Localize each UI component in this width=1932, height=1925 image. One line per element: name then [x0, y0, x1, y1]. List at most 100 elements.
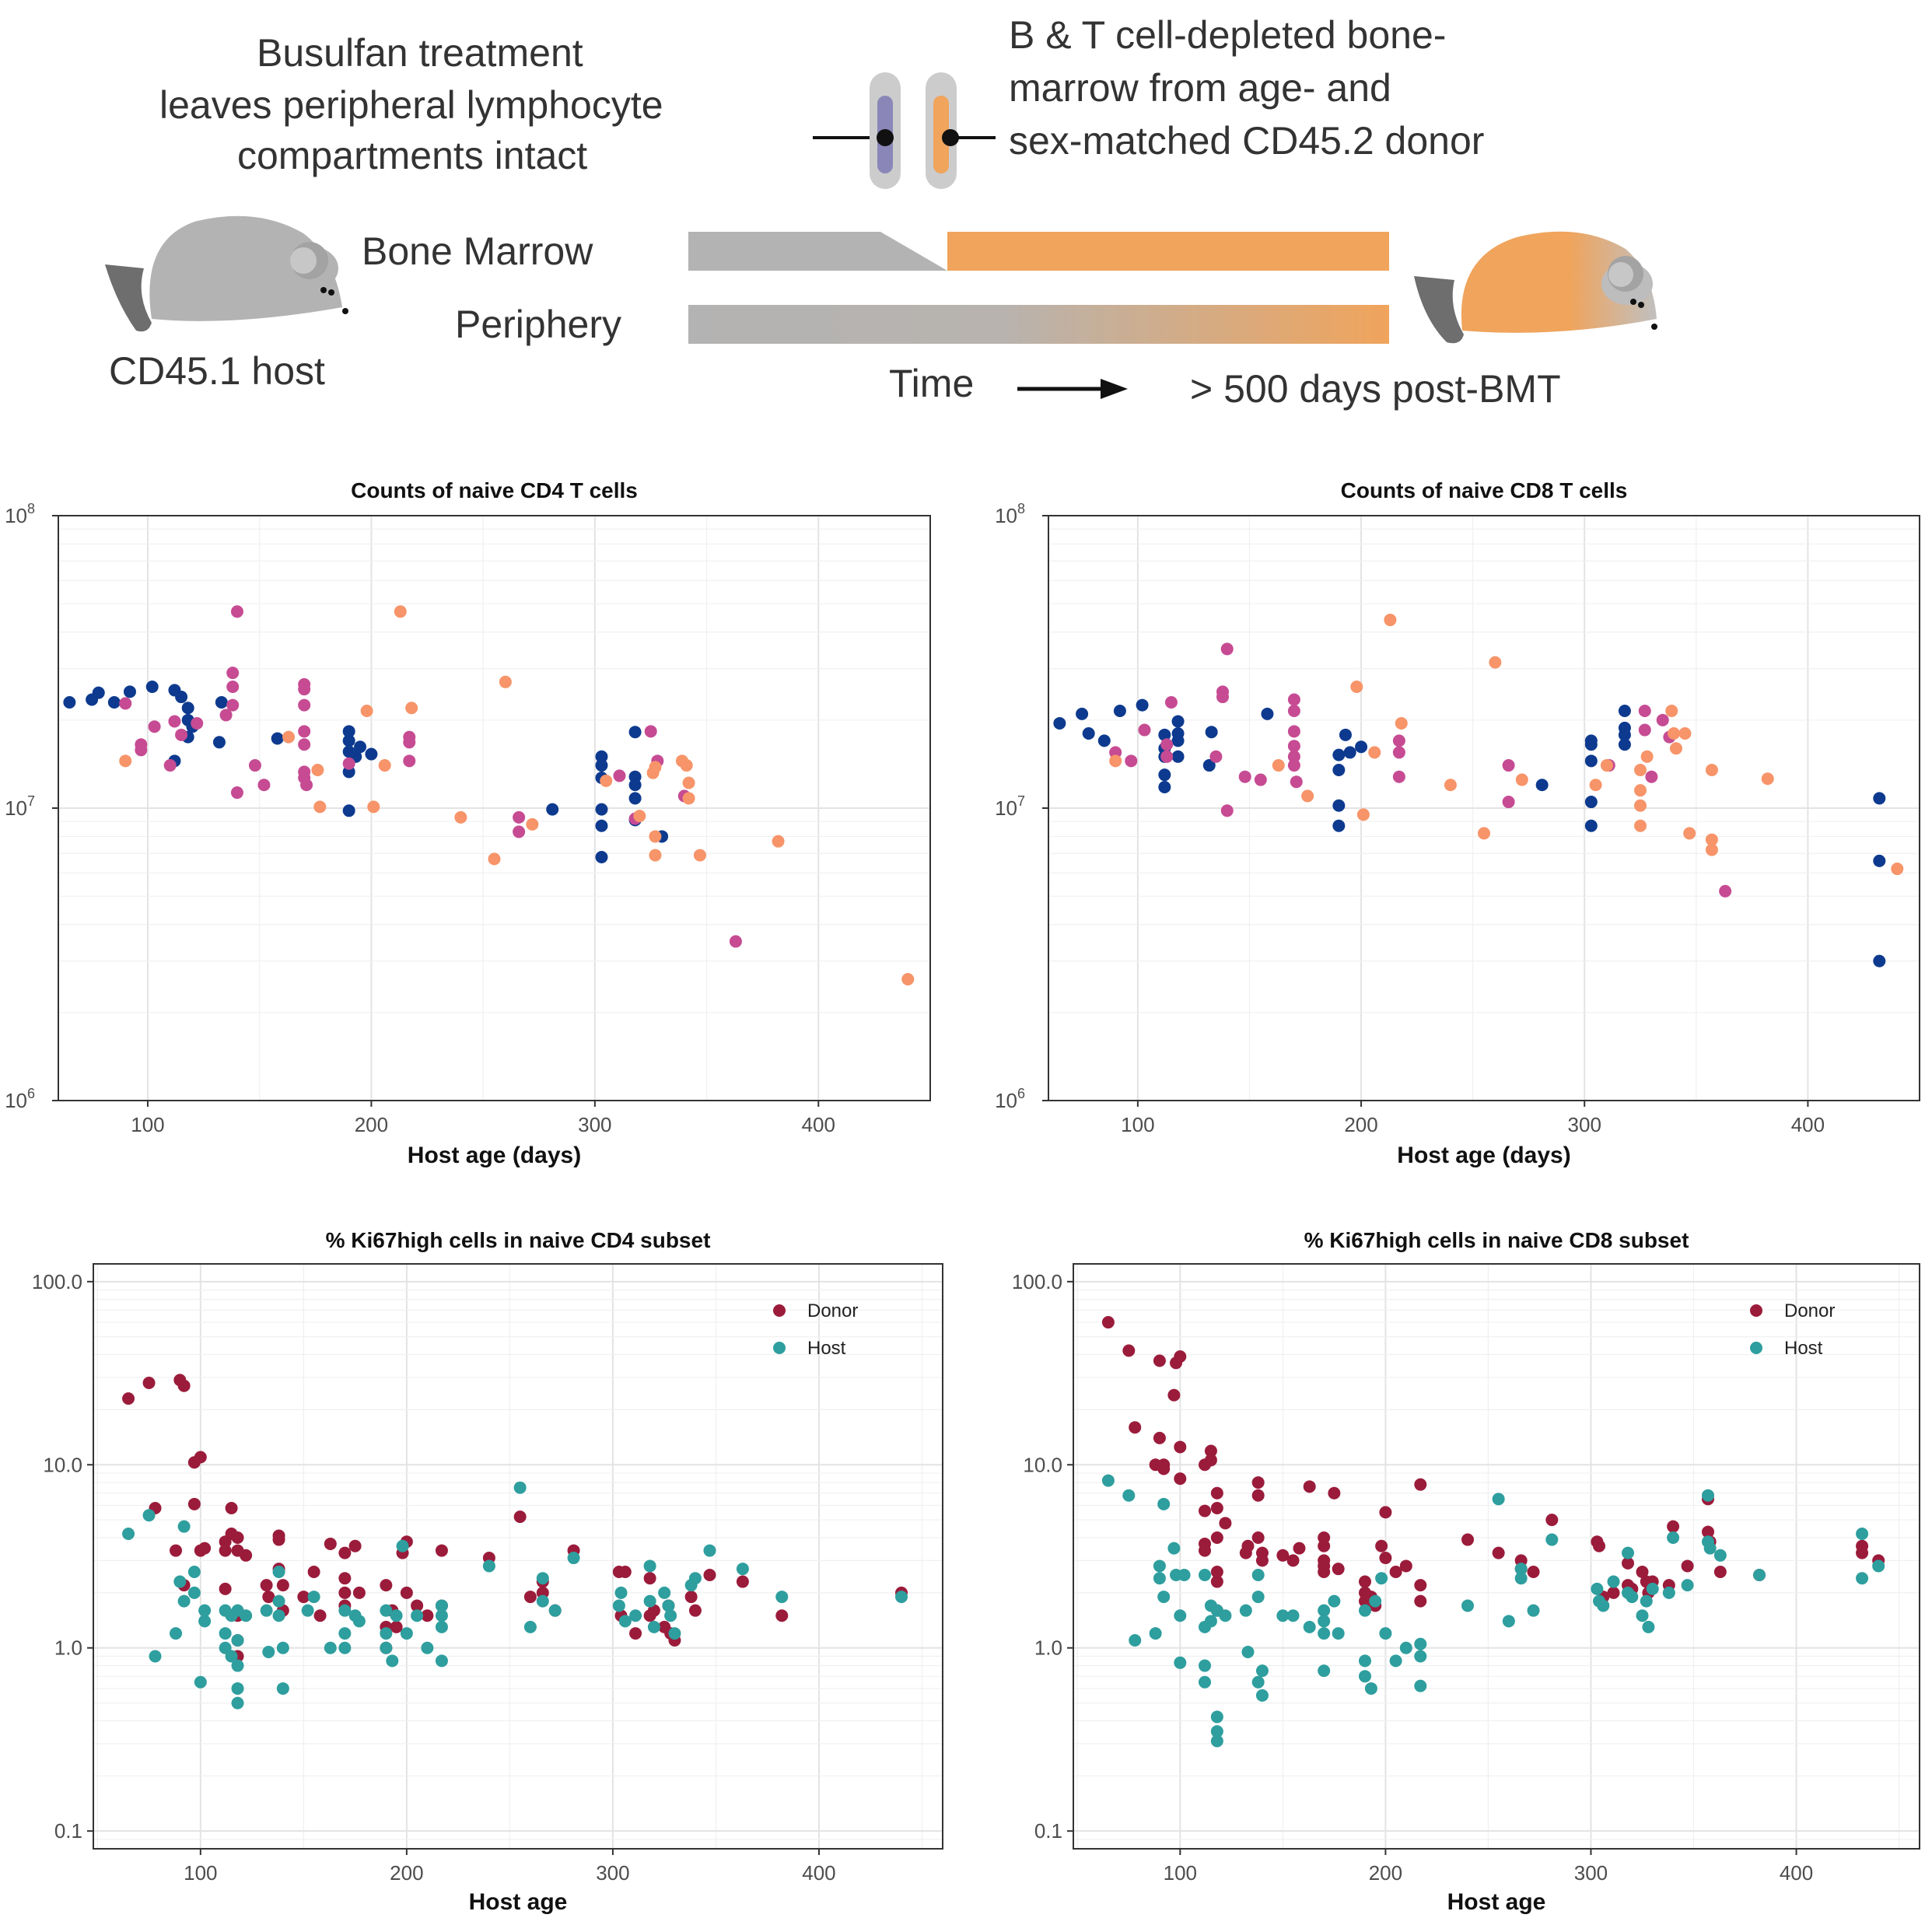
data-point — [1219, 1609, 1232, 1622]
data-point — [1358, 1575, 1371, 1588]
data-point — [1872, 1559, 1885, 1573]
y-tick-label: 0.1 — [1034, 1819, 1062, 1843]
data-point — [175, 728, 188, 741]
data-point — [1535, 779, 1549, 792]
data-point — [1368, 746, 1381, 759]
data-point — [1636, 1566, 1649, 1579]
data-point — [1597, 1599, 1610, 1612]
data-point — [170, 1544, 183, 1557]
data-point — [1492, 1493, 1505, 1506]
series-host — [122, 1481, 908, 1710]
y-tick-label: 107 — [995, 793, 1025, 820]
data-point — [1589, 779, 1602, 792]
x-tick-label: 300 — [1568, 1113, 1601, 1136]
data-point — [1389, 1566, 1402, 1579]
data-point — [163, 759, 177, 772]
data-point — [1204, 1454, 1217, 1467]
data-point — [1379, 1506, 1392, 1519]
data-point — [1160, 750, 1174, 763]
x-tick-label: 100 — [1121, 1113, 1154, 1136]
data-point — [177, 1520, 191, 1533]
data-point — [92, 686, 105, 699]
x-tick-label: 300 — [1574, 1861, 1608, 1885]
data-point — [499, 675, 512, 688]
data-point — [1199, 1569, 1212, 1582]
x-tick-label: 100 — [1164, 1861, 1197, 1885]
data-point — [338, 1641, 352, 1654]
x-axis-title: Host age (days) — [408, 1143, 581, 1168]
data-point — [1251, 1476, 1265, 1489]
data-point — [1303, 1480, 1316, 1493]
data-point — [1591, 1582, 1604, 1595]
data-point — [1318, 1604, 1331, 1617]
data-point — [1392, 746, 1405, 759]
data-point — [1287, 705, 1300, 718]
data-point — [612, 1599, 625, 1612]
data-point — [595, 819, 608, 832]
data-point — [400, 1627, 413, 1640]
data-point — [1164, 695, 1178, 709]
data-point — [1174, 1609, 1187, 1622]
data-point — [1158, 768, 1171, 782]
data-point — [1332, 748, 1346, 761]
data-point — [307, 1591, 320, 1604]
data-point — [1640, 750, 1654, 763]
data-point — [1358, 1670, 1371, 1683]
data-point — [523, 1620, 537, 1633]
legend-label: Donor — [1784, 1300, 1835, 1321]
data-point — [1174, 1472, 1187, 1486]
data-point — [1379, 1627, 1392, 1640]
data-point — [230, 605, 243, 618]
series-group-2 — [119, 605, 742, 948]
data-point — [380, 1604, 393, 1617]
data-point — [1332, 763, 1346, 776]
data-point — [513, 825, 526, 838]
bone-marrow-label: Bone Marrow — [362, 229, 593, 273]
data-point — [307, 1566, 320, 1579]
data-point — [1713, 1566, 1727, 1579]
data-point — [1286, 1554, 1300, 1567]
data-point — [1328, 1594, 1341, 1608]
data-point — [119, 754, 132, 768]
data-point — [338, 1546, 352, 1559]
data-point — [1634, 799, 1647, 812]
y-tick-label: 100.0 — [1012, 1270, 1062, 1293]
data-point — [1210, 1566, 1223, 1579]
data-point — [1332, 1563, 1345, 1576]
data-point — [1287, 725, 1300, 738]
y-tick-label: 0.1 — [54, 1819, 82, 1843]
data-point — [231, 1696, 244, 1710]
data-point — [1584, 819, 1598, 832]
data-point — [1332, 799, 1346, 812]
data-point — [187, 1566, 201, 1579]
data-point — [736, 1575, 749, 1588]
data-point — [488, 852, 501, 866]
data-point — [1545, 1533, 1559, 1546]
data-point — [1318, 1539, 1331, 1552]
data-point — [1634, 763, 1647, 776]
data-point — [1705, 833, 1718, 846]
data-point — [1856, 1572, 1869, 1585]
data-point — [231, 1682, 244, 1695]
data-point — [1171, 750, 1185, 763]
data-point — [1113, 705, 1126, 718]
data-point — [454, 810, 467, 824]
data-point — [682, 776, 695, 789]
data-point — [1167, 1388, 1181, 1402]
busulfan-line-2: leaves peripheral lymphocyte — [159, 83, 663, 127]
data-point — [1873, 854, 1886, 867]
data-point — [1255, 1554, 1269, 1567]
y-tick-label: 1.0 — [1034, 1636, 1062, 1660]
data-point — [194, 1675, 207, 1689]
data-point — [1332, 819, 1346, 832]
data-point — [1199, 1504, 1212, 1517]
data-point — [338, 1627, 352, 1640]
chart-panel-1: 100 200 300 400 106 107 108 Counts of naive CD4… — [5, 478, 931, 1168]
data-point — [1392, 734, 1405, 747]
data-point — [177, 1379, 191, 1392]
data-point — [1873, 954, 1886, 968]
plot-border — [1073, 1263, 1920, 1850]
data-point — [1636, 1609, 1649, 1622]
data-point — [1153, 1431, 1166, 1444]
